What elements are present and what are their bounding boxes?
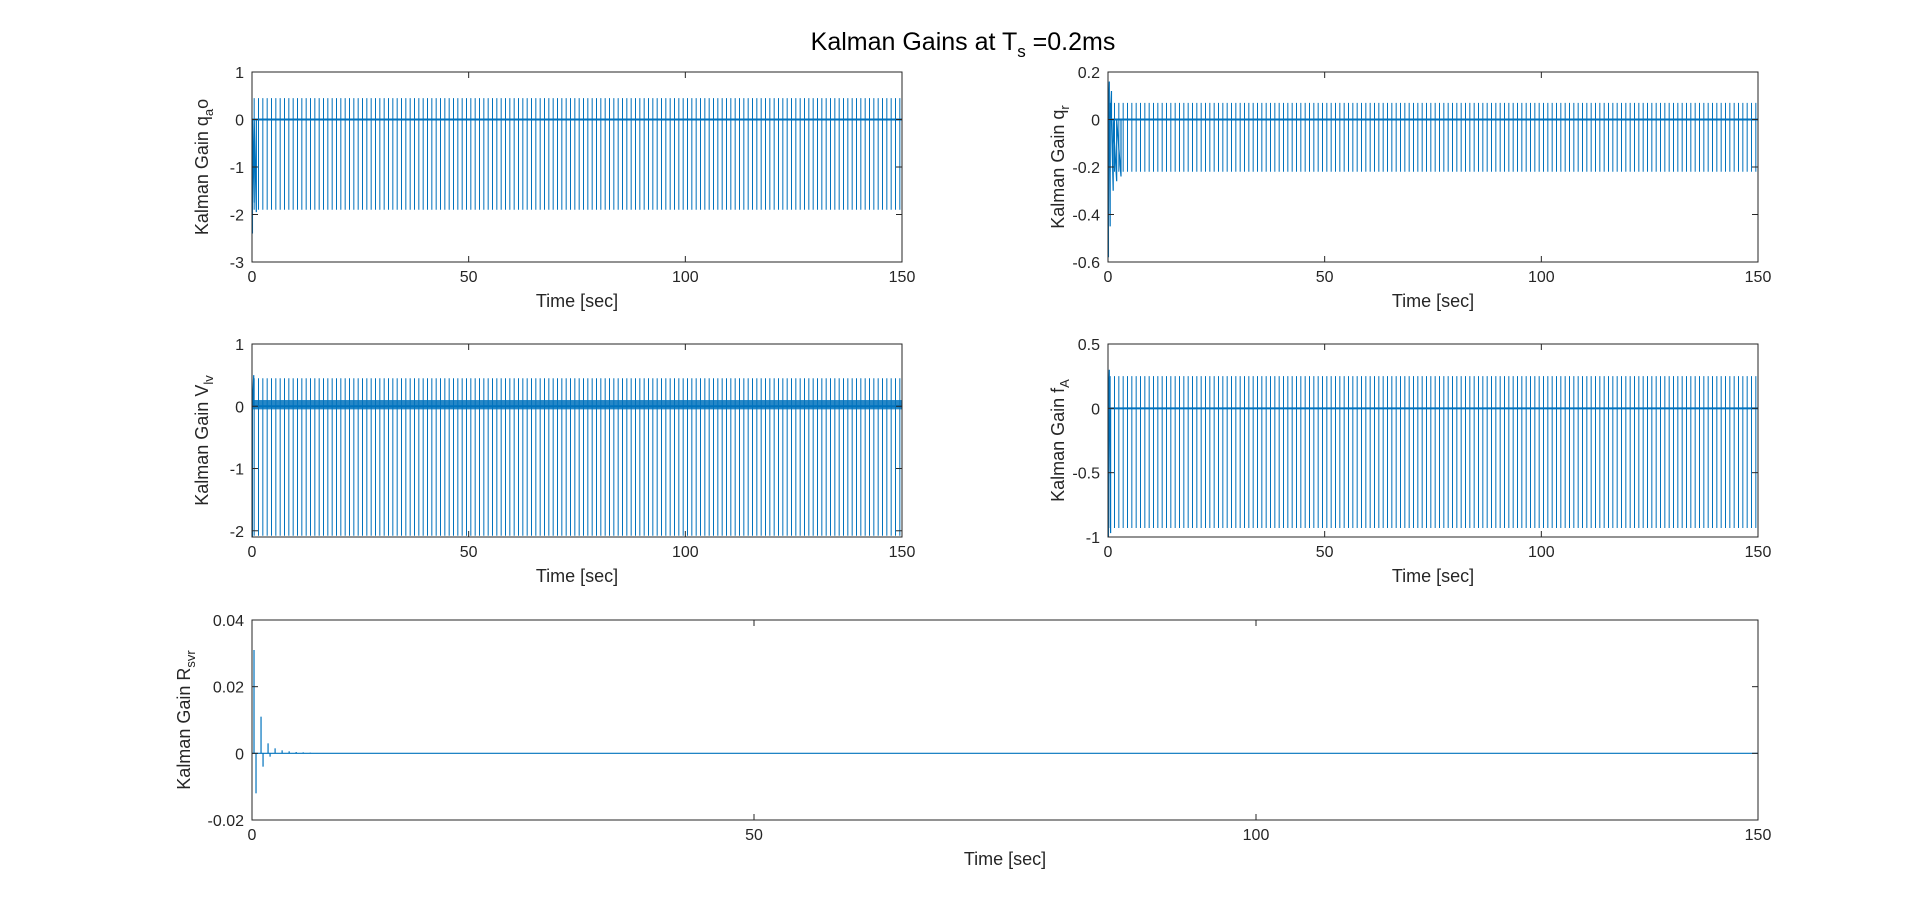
subplot-4-xlabel: Time [sec]: [1392, 566, 1474, 586]
subplot-1-xtick-label: 50: [460, 269, 478, 286]
subplot-3-ytick-label: 0: [235, 399, 244, 416]
subplot-5-ylabel-main: Kalman Gain R: [174, 668, 194, 790]
subplot-5-ytick-label: 0.04: [213, 613, 244, 630]
subplot-1-xlabel: Time [sec]: [536, 291, 618, 311]
subplot-4-ylabel-main: Kalman Gain f: [1048, 387, 1068, 502]
subplot-4-xtick-label: 150: [1745, 544, 1772, 561]
subplot-1-ytick-label: 1: [235, 65, 244, 82]
subplot-5-ylabel-subscript: svr: [183, 650, 198, 668]
figure-title-subscript: s: [1017, 42, 1026, 61]
subplot-3-ytick-label: -2: [230, 524, 244, 541]
subplot-1-xtick-label: 100: [672, 269, 699, 286]
subplot-4-ytick-label: -0.5: [1072, 466, 1100, 483]
subplot-2-ylabel: Kalman Gain qr: [1048, 105, 1072, 229]
subplot-1-initial-transient: [252, 119, 257, 234]
subplot-3-xtick-label: 50: [460, 544, 478, 561]
subplot-5-ytick-label: 0: [235, 746, 244, 763]
subplot-5-xtick-label: 50: [745, 827, 763, 844]
subplot-4-xtick-label: 100: [1528, 544, 1555, 561]
subplot-5-xtick-label: 0: [248, 827, 257, 844]
subplot-1-ylabel: Kalman Gain qao: [192, 99, 216, 235]
subplot-1-ytick-label: 0: [235, 113, 244, 130]
subplot-5-ytick-label: -0.02: [208, 813, 245, 830]
subplot-3-spike-mark: [253, 378, 901, 536]
subplot-4-ytick-label: 0.5: [1078, 337, 1100, 354]
subplot-4-xtick-label: 0: [1104, 544, 1113, 561]
subplot-2-spike-mark: [1109, 102, 1757, 172]
subplot-2-ylabel-subscript: r: [1057, 105, 1072, 110]
subplot-2-ytick-label: 0.2: [1078, 65, 1100, 82]
subplot-1-series-1: [252, 98, 902, 234]
subplot-3-xtick-label: 0: [248, 544, 257, 561]
figure-title-main: Kalman Gains at T: [811, 28, 1018, 56]
subplot-3-ylabel-subscript: lv: [201, 375, 216, 385]
subplot-2-xtick-label: 150: [1745, 269, 1772, 286]
subplot-2-ytick-label: -0.2: [1072, 160, 1100, 177]
figure-title-suffix: =0.2ms: [1026, 28, 1116, 56]
subplot-4-xtick-label: 50: [1316, 544, 1334, 561]
subplot-4-ylabel: Kalman Gain fA: [1048, 379, 1072, 502]
subplot-1-ytick-label: -1: [230, 160, 244, 177]
subplot-2-xtick-label: 50: [1316, 269, 1334, 286]
subplot-1-xtick-label: 150: [889, 269, 916, 286]
subplot-1-ylabel-suffix: o: [192, 99, 212, 109]
subplot-1: 0 50 100 150 -3 -2 -1 0 1 Time [sec] Kalman Gain q…: [192, 65, 915, 311]
subplot-1-ylabel-main: Kalman Gain q: [192, 116, 212, 235]
subplot-3-xtick-label: 150: [889, 544, 916, 561]
subplot-2-xtick-label: 0: [1104, 269, 1113, 286]
subplot-5-xlabel: Time [sec]: [964, 849, 1046, 869]
subplot-3: 0 50 100 150 -2 -1 0 1 Time [sec] Kalman Gain Vlv: [192, 337, 915, 586]
subplot-5-ytick-label: 0.02: [213, 680, 244, 697]
subplot-1-ytick-label: -3: [230, 255, 244, 272]
subplot-4-ytick-label: 0: [1091, 401, 1100, 418]
subplot-5-xtick-label: 100: [1243, 827, 1270, 844]
subplot-3-baseline-band: [252, 400, 902, 410]
subplot-4-ytick-label: -1: [1086, 530, 1100, 547]
subplot-3-ytick-label: 1: [235, 337, 244, 354]
subplot-4-spike-mark: [1109, 376, 1757, 528]
subplot-3-xtick-label: 100: [672, 544, 699, 561]
subplot-1-ytick-label: -2: [230, 208, 244, 225]
subplot-2-ytick-label: 0: [1091, 113, 1100, 130]
subplot-4-series-1: [1108, 369, 1758, 537]
subplot-1-spike-mark: [253, 98, 901, 210]
subplot-2-ytick-label: -0.6: [1072, 255, 1100, 272]
subplot-5-series-1: [252, 650, 1758, 794]
subplot-3-ylabel-main: Kalman Gain V: [192, 385, 212, 506]
subplot-2-series-1: [1108, 81, 1758, 258]
subplot-5-axes-box: [251, 619, 1759, 821]
subplot-2-ylabel-main: Kalman Gain q: [1048, 110, 1068, 229]
subplot-2-xlabel: Time [sec]: [1392, 291, 1474, 311]
subplot-3-ylabel: Kalman Gain Vlv: [192, 375, 216, 506]
subplot-1-ylabel-subscript: a: [201, 108, 216, 116]
subplot-3-axes-box: [251, 343, 903, 538]
subplot-3-series-1: [252, 375, 902, 537]
subplot-4: 0 50 100 150 -1 -0.5 0 0.5 Time [sec] Kalman Gain…: [1048, 337, 1771, 586]
subplot-3-ytick-label: -1: [230, 462, 244, 479]
subplot-1-xtick-label: 0: [248, 269, 257, 286]
subplot-2-xtick-label: 100: [1528, 269, 1555, 286]
subplot-5-ylabel: Kalman Gain Rsvr: [174, 650, 198, 790]
subplot-2: 0 50 100 150 -0.6 -0.4 -0.2 0 0.2 Time [sec] Kalma…: [1048, 65, 1771, 311]
subplot-4-ylabel-subscript: A: [1057, 379, 1072, 388]
subplot-2-initial-transient: [1108, 81, 1122, 258]
subplot-3-xlabel: Time [sec]: [536, 566, 618, 586]
subplot-4-axes-box: [1107, 343, 1759, 538]
subplot-5-xtick-label: 150: [1745, 827, 1772, 844]
subplot-2-ytick-label: -0.4: [1072, 208, 1100, 225]
subplot-4-initial-transient: [1108, 369, 1112, 537]
figure-title: Kalman Gains at Ts =0.2ms: [811, 28, 1116, 61]
